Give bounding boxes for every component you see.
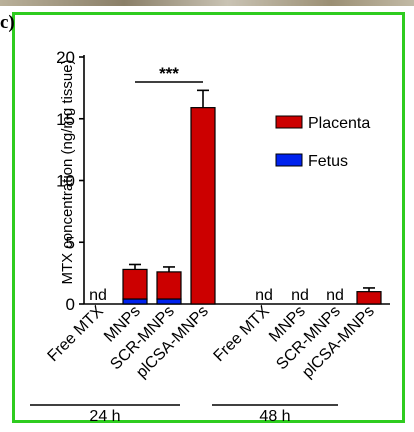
bar-placenta (123, 269, 147, 299)
value-label-nd: nd (291, 287, 309, 304)
legend-swatch-placenta (276, 116, 302, 128)
bar-placenta (357, 292, 381, 304)
group-label: 48 h (259, 408, 290, 425)
x-category-label: Free MTX (211, 303, 274, 366)
x-category-label: Free MTX (45, 303, 108, 366)
significance-label: *** (159, 64, 179, 83)
bar-placenta (191, 108, 215, 304)
bar-fetus (157, 299, 181, 304)
legend-label-fetus: Fetus (308, 153, 348, 170)
legend-swatch-fetus (276, 154, 302, 166)
legend-label-placenta: Placenta (308, 115, 370, 132)
bar-placenta (157, 272, 181, 299)
y-axis-label: MTX concentration (ng/mg tissue) (59, 59, 76, 284)
group-label: 24 h (89, 408, 120, 425)
bar-fetus (123, 299, 147, 304)
value-label-nd: nd (89, 287, 107, 304)
value-label-nd: nd (326, 287, 344, 304)
value-label-nd: nd (255, 287, 273, 304)
y-tick-label: 0 (66, 295, 75, 314)
